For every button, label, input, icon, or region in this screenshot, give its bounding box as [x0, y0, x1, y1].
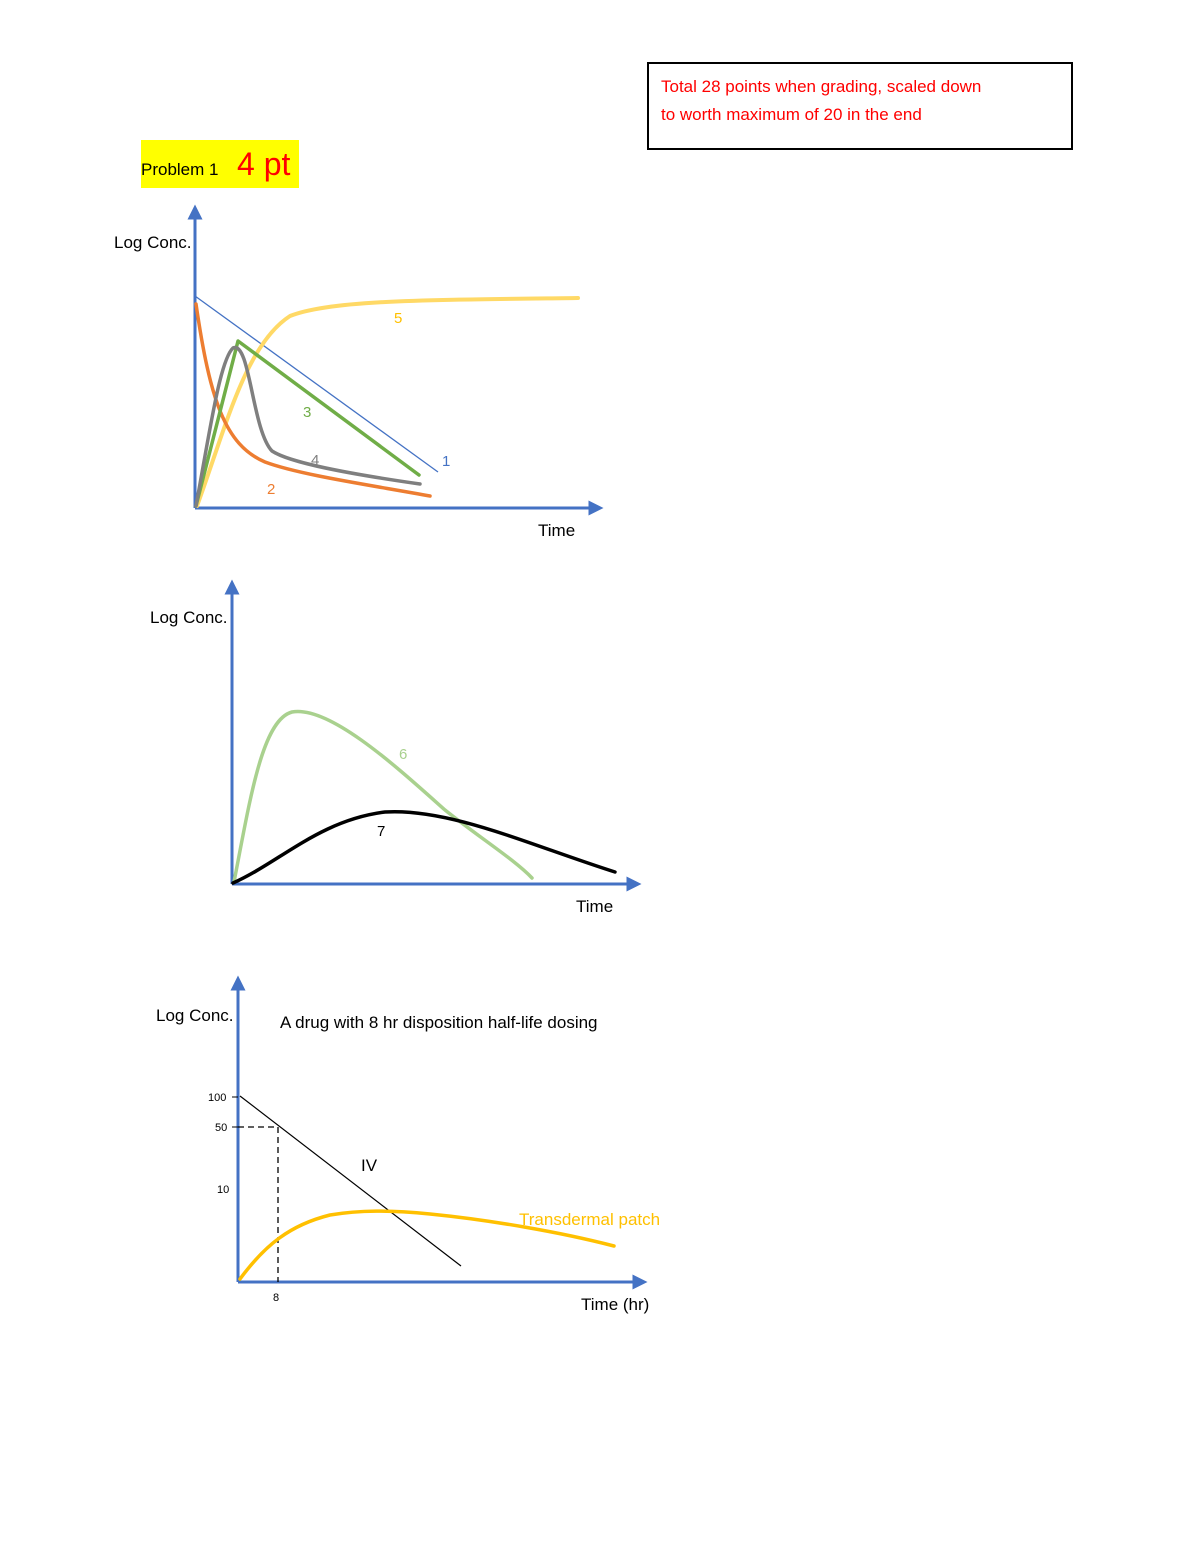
iv-label: IV: [361, 1156, 378, 1175]
curve-3-label: 3: [303, 404, 311, 421]
y-tick-10-label: 10: [217, 1184, 229, 1196]
problem-points: 4 pt: [237, 146, 291, 182]
curve-1-label: 1: [442, 453, 450, 470]
curve-6-label: 6: [399, 746, 407, 763]
transdermal-patch-label: Transdermal patch: [519, 1210, 660, 1229]
curve-1-line: [194, 295, 439, 473]
graph-1-x-label: Time: [538, 521, 575, 540]
y-tick-100-label: 100: [208, 1092, 226, 1104]
iv-line: [239, 1095, 462, 1267]
curve-7-line: [231, 809, 617, 885]
curve-4-line: [194, 346, 422, 508]
curve-4-label: 4: [311, 452, 319, 469]
graph-3-x-label: Time (hr): [581, 1295, 649, 1314]
grading-note-line-2: to worth maximum of 20 in the end: [661, 105, 922, 124]
graph-3-y-label: Log Conc.: [156, 1006, 234, 1025]
x-tick-8-label: 8: [273, 1292, 279, 1304]
graph-3-title: A drug with 8 hr disposition half-life d…: [280, 1013, 598, 1032]
graph-2-x-label: Time: [576, 897, 613, 916]
transdermal-patch-line: [238, 1209, 616, 1281]
y-tick-50-label: 50: [215, 1122, 227, 1134]
graph-3: Log Conc. A drug with 8 hr disposition h…: [156, 975, 660, 1314]
curve-5-line: [195, 296, 580, 508]
grading-note-line-1: Total 28 points when grading, scaled dow…: [661, 77, 982, 96]
graph-1-y-label: Log Conc.: [114, 233, 192, 252]
graph-2-y-label: Log Conc.: [150, 608, 228, 627]
curve-6-line: [232, 709, 534, 884]
curve-7-label: 7: [377, 823, 385, 840]
curve-2-line: [194, 302, 432, 498]
problem-heading: Problem 1 4 pt: [141, 140, 299, 188]
grading-note-box: Total 28 points when grading, scaled dow…: [647, 62, 1073, 150]
graph-1: Log Conc. Time 1 2 3 4 5: [114, 204, 604, 540]
curve-2-label: 2: [267, 481, 275, 498]
graph-2: Log Conc. Time 6 7: [150, 579, 642, 916]
problem-label: Problem 1: [141, 160, 219, 179]
curve-3-line: [194, 339, 421, 508]
curve-5-label: 5: [394, 310, 402, 327]
